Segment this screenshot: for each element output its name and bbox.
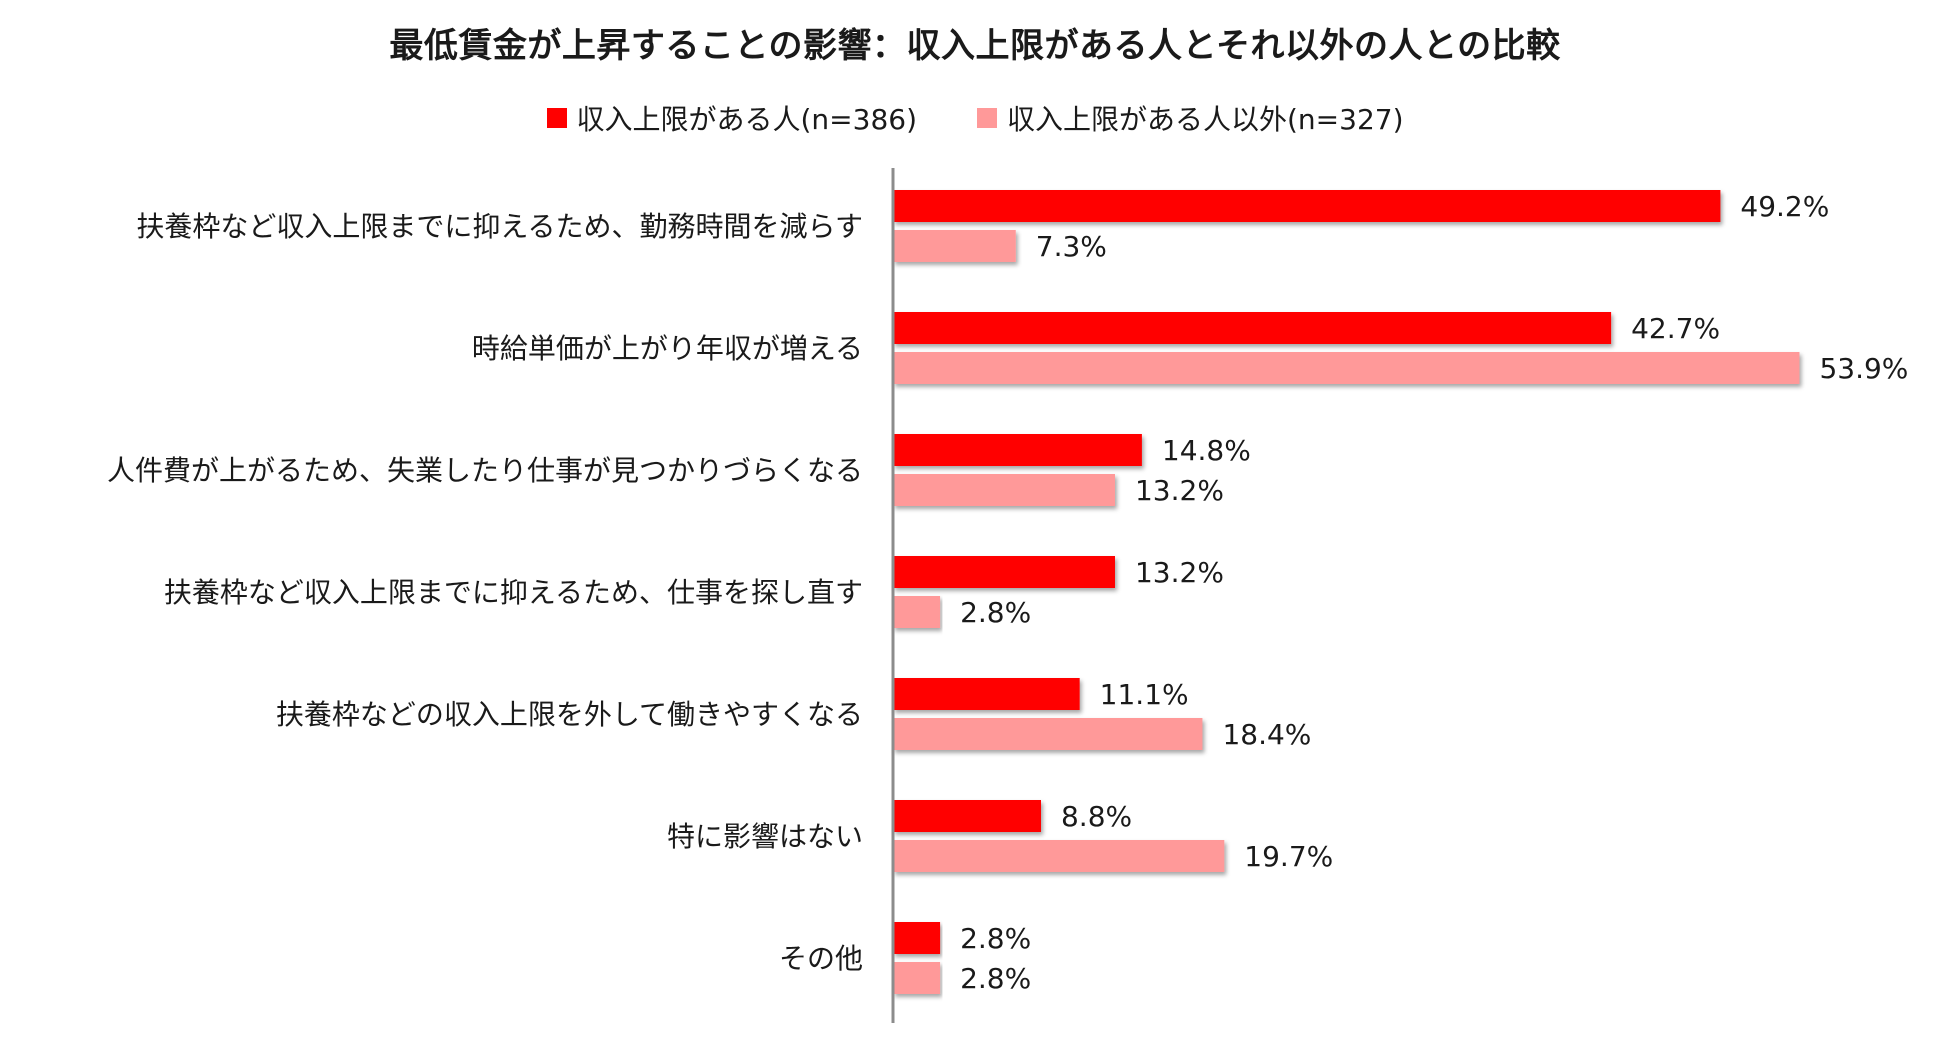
data-label-series-2: 7.3% [1036, 230, 1107, 263]
category-label: 扶養枠など収入上限までに抑えるため、勤務時間を減らす [136, 210, 863, 243]
bar-series-2 [893, 840, 1225, 872]
legend-swatch-series-2 [977, 108, 997, 128]
data-label-series-2: 13.2% [1135, 474, 1224, 507]
data-label-series-2: 2.8% [960, 962, 1031, 995]
legend: 収入上限がある人(n=386) 収入上限がある人以外(n=327) [0, 98, 1950, 138]
legend-item-series-1: 収入上限がある人(n=386) [546, 98, 918, 138]
bar-series-1 [893, 800, 1041, 832]
bar-series-2 [893, 718, 1203, 750]
bar-series-2 [893, 230, 1016, 262]
data-label-series-1: 13.2% [1135, 556, 1224, 589]
bar-series-2 [893, 596, 941, 628]
data-label-series-1: 49.2% [1740, 190, 1829, 223]
legend-label-series-1: 収入上限がある人(n=386) [576, 103, 918, 136]
bar-series-2 [893, 474, 1115, 506]
bar-series-1 [893, 312, 1612, 344]
category-label: 特に影響はない [667, 820, 863, 853]
data-label-series-2: 19.7% [1244, 840, 1333, 873]
data-label-series-2: 53.9% [1819, 352, 1908, 385]
data-label-series-1: 2.8% [960, 922, 1031, 955]
category-label: 時給単価が上がり年収が増える [472, 332, 863, 365]
data-label-series-1: 14.8% [1162, 434, 1251, 467]
legend-item-series-2: 収入上限がある人以外(n=327) [977, 98, 1404, 138]
bar-series-1 [893, 556, 1115, 588]
bar-series-1 [893, 434, 1142, 466]
chart-title: 最低賃金が上昇することの影響：収入上限がある人とそれ以外の人との比較 [389, 26, 1561, 66]
category-label: 人件費が上がるため、失業したり仕事が見つかりづらくなる [107, 454, 863, 487]
data-label-series-1: 11.1% [1100, 678, 1189, 711]
data-label-series-1: 8.8% [1061, 800, 1132, 833]
bar-series-1 [893, 922, 941, 954]
data-label-series-1: 42.7% [1631, 312, 1720, 345]
legend-label-series-2: 収入上限がある人以外(n=327) [1007, 103, 1404, 136]
bar-series-1 [893, 190, 1721, 222]
data-label-series-2: 18.4% [1222, 718, 1311, 751]
bar-series-1 [893, 678, 1080, 710]
legend-swatch-series-1 [546, 108, 567, 128]
category-label: その他 [779, 942, 863, 975]
bar-series-2 [893, 962, 941, 994]
bar-series-2 [893, 352, 1800, 384]
category-label: 扶養枠など収入上限までに抑えるため、仕事を探し直す [164, 576, 863, 609]
data-label-series-2: 2.8% [960, 596, 1031, 629]
category-label: 扶養枠などの収入上限を外して働きやすくなる [276, 698, 863, 731]
